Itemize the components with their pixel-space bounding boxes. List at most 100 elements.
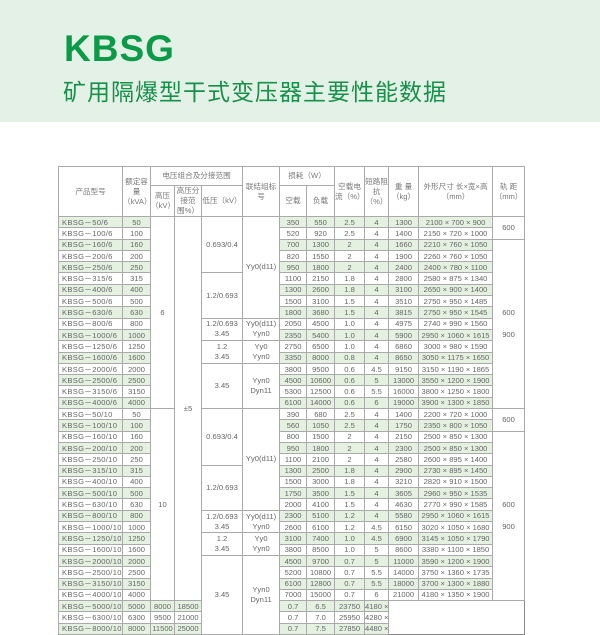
hv-cell: 10 — [150, 408, 175, 602]
load-loss-cell: 2150 — [306, 272, 336, 285]
table-row: KBSG－630/6 630 1800 3680 1.5 4 3815 2750 × 950 … — [58, 306, 525, 319]
conn-value: Yyn0 — [252, 352, 270, 362]
header-lv: 低压（kV） — [200, 185, 244, 217]
kva-cell: 4000 — [122, 588, 151, 602]
noload-current-cell: 1.5 — [334, 306, 366, 319]
noload-current-cell: 1.0 — [334, 328, 366, 342]
weight-cell: 2800 — [388, 272, 420, 285]
conn-cell: Yy0(d11) — [242, 408, 281, 511]
weight-cell: 13000 — [388, 374, 420, 387]
noload-loss-cell: 2750 — [279, 340, 308, 353]
header-weight: 重 量（kg） — [388, 166, 420, 217]
model-cell: KBSG－200/10 — [58, 441, 123, 455]
impedance-cell: 5 — [364, 554, 390, 568]
dimensions-cell: 3145 × 1050 × 1790 — [418, 532, 494, 545]
lv-value: 1.2/0.693 — [206, 290, 238, 300]
dimensions-cell: 4480 × 1650 × 1960 — [364, 622, 390, 635]
table-row: KBSG－4000/6 4000 6100 14000 0.6 6 19000 3900 × … — [58, 396, 525, 410]
conn-value: Yyn0 — [252, 375, 270, 385]
noload-loss-cell: 1100 — [279, 453, 308, 466]
lv-cell: 0.693/0.4 — [200, 408, 244, 466]
weight-cell: 1900 — [388, 249, 420, 263]
table-row: KBSG－4000/10 4000 7000 15000 0.7 6 21000 4180 ×… — [58, 588, 525, 602]
noload-current-cell: 1.5 — [334, 487, 366, 500]
dimensions-cell: 2580 × 875 × 1340 — [418, 272, 494, 285]
model-cell: KBSG－400/6 — [58, 283, 123, 297]
header-noload: 空载 — [279, 185, 308, 217]
conn-cell: Yy0 Yyn0 — [242, 340, 281, 364]
noload-loss-cell: 820 — [279, 249, 308, 263]
header-tap: 高压分接范围%） — [174, 185, 202, 217]
kva-cell: 800 — [122, 509, 151, 523]
conn-cell: Yy0(d11) Yyn0 — [242, 317, 281, 342]
table-row: KBSG－5000/10 5000 8000 18500 0.7 6.5 23750 4180… — [58, 600, 525, 613]
noload-loss-cell: 390 — [279, 408, 308, 421]
lv-value: 3.45 — [214, 521, 230, 531]
impedance-cell: 4.5 — [364, 362, 390, 376]
weight-cell: 6150 — [388, 521, 420, 534]
noload-loss-cell: 3100 — [279, 532, 308, 545]
model-cell: KBSG－1250/10 — [58, 532, 123, 545]
kva-cell: 160 — [122, 430, 151, 443]
load-loss-cell: 1800 — [306, 261, 336, 274]
impedance-cell: 4 — [364, 317, 390, 330]
noload-loss-cell: 800 — [279, 430, 308, 443]
header-voltage-group: 电压组合及分接范围 — [149, 166, 244, 186]
conn-cell: Yy0(d11) Yyn0 — [242, 509, 281, 534]
spec-table: 产品型号 额定容量（kVA） 电压组合及分接范围 联结组标 号 损耗（W） 空载… — [58, 166, 526, 635]
table-row: KBSG－250/10 250 1100 2100 2 4 2580 2600 × 895 ×… — [58, 453, 525, 466]
impedance-cell: 5 — [364, 543, 390, 556]
noload-loss-cell: 4500 — [279, 374, 308, 387]
table-row: KBSG－500/10 500 1750 3500 1.5 4 3605 2960 × 950… — [58, 487, 525, 500]
lv-cell: 1.2 3.45 — [200, 340, 244, 364]
hv-value: 10 — [158, 499, 167, 509]
load-loss-cell: 550 — [306, 215, 336, 229]
conn-value: Dyn11 — [250, 594, 272, 604]
noload-current-cell: 0.6 — [334, 385, 366, 398]
lv-value: 1.2/0.693 — [206, 511, 238, 521]
impedance-cell: 4 — [364, 283, 390, 297]
table-row: KBSG－315/10 315 1.2/0.693 1300 2500 1.8 4 2900 2… — [58, 464, 525, 511]
weight-cell: 27850 — [334, 622, 366, 635]
conn-value: Yyn0 — [252, 544, 270, 554]
table-row: KBSG－50/6 50 6 ±5 0.693/0.4 Yy0(d11) 350 550 2.5… — [58, 215, 526, 602]
weight-cell: 9150 — [388, 362, 420, 376]
model-cell: KBSG－630/10 — [58, 498, 123, 511]
conn-value: Yyn0 — [252, 521, 270, 531]
impedance-cell: 4.5 — [364, 521, 390, 534]
load-loss-cell: 1050 — [306, 419, 336, 432]
dimensions-cell: 2650 × 900 × 1400 — [418, 283, 494, 297]
noload-current-cell: 2.5 — [334, 215, 366, 229]
model-cell: KBSG－100/6 — [58, 227, 123, 240]
lv-cell: 3.45 — [200, 362, 244, 410]
model-cell: KBSG－2000/6 — [58, 362, 123, 376]
noload-current-cell: 0.6 — [334, 374, 366, 387]
table-row: KBSG－200/10 200 950 1800 2 4 2300 2500 × 850 × … — [58, 441, 525, 455]
conn-value: Yyn0 — [252, 329, 270, 339]
dimensions-cell: 2750 × 950 × 1545 — [418, 306, 494, 319]
kva-cell: 630 — [122, 498, 151, 511]
model-cell: KBSG－5000/10 — [58, 600, 123, 613]
kva-cell: 2500 — [122, 566, 151, 579]
noload-current-cell: 1.2 — [334, 509, 366, 523]
model-cell: KBSG－3150/10 — [58, 577, 123, 590]
impedance-cell: 4 — [364, 487, 390, 500]
table-row: KBSG－250/6 250 950 1800 2 4 2400 2400 × 780 × 1… — [58, 261, 525, 274]
noload-loss-cell: 520 — [279, 227, 308, 240]
noload-loss-cell: 1100 — [279, 272, 308, 285]
lv-value: 3.45 — [214, 329, 230, 339]
noload-loss-cell: 2350 — [279, 328, 308, 342]
kva-cell: 1250 — [122, 532, 151, 545]
model-cell: KBSG－1000/10 — [58, 521, 123, 534]
table-row: KBSG－160/6 160 700 1300 2 4 1660 2210 × 760 × 1… — [58, 238, 526, 410]
noload-loss-cell: 9500 — [150, 611, 175, 624]
load-loss-cell: 25000 — [174, 622, 202, 635]
weight-cell: 8600 — [388, 543, 420, 556]
kva-cell: 200 — [122, 249, 151, 263]
impedance-cell: 4 — [364, 227, 390, 240]
noload-current-cell: 1.8 — [334, 464, 366, 477]
page-title: 矿用隔爆型干式变压器主要性能数据 — [63, 80, 447, 106]
conn-value: Yy0(d11) — [245, 454, 277, 464]
model-cell: KBSG－2000/10 — [58, 554, 123, 568]
lv-cell: 1.2/0.693 3.45 — [200, 509, 244, 534]
